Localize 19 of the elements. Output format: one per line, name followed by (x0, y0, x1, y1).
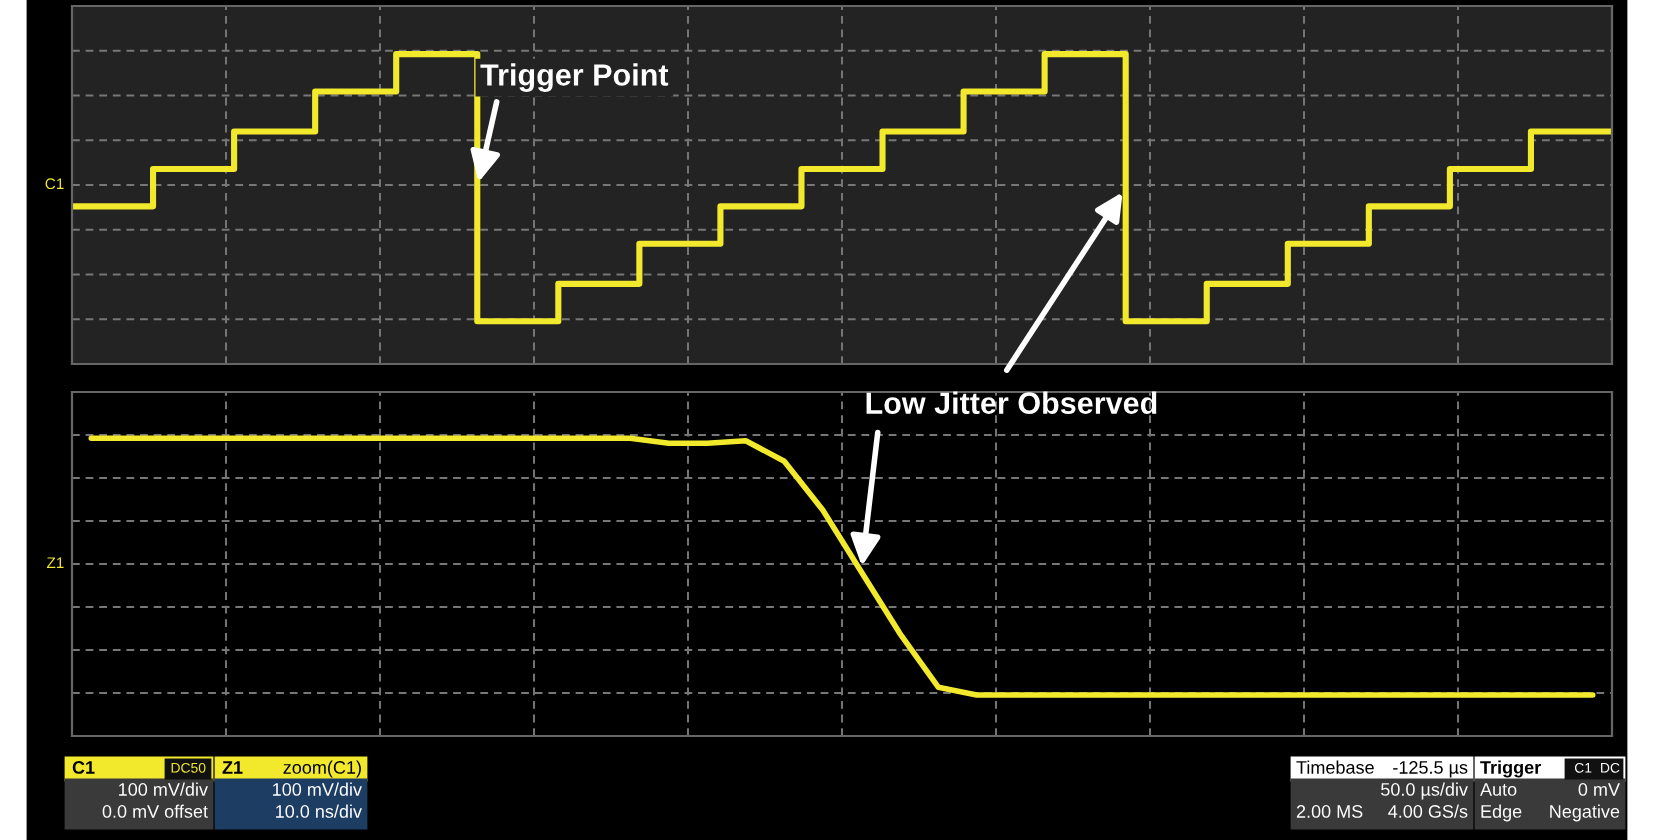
text: Trigger (1480, 760, 1541, 778)
text: Negative (1550, 804, 1620, 822)
text: Auto (1480, 783, 1517, 796)
text: 0.0 mV offset (102, 804, 208, 818)
text: Timebase (1296, 760, 1374, 774)
annotation: Trigger Point (480, 63, 669, 92)
text: C1 (72, 761, 95, 774)
text: 100 mV/div (273, 782, 362, 796)
text: 100 mV/div (119, 782, 208, 796)
text: -125.5 µs (1393, 761, 1468, 778)
text: 0 mV (1578, 783, 1620, 796)
text: Z1 (222, 761, 243, 774)
text: 50.0 µs/div (1381, 782, 1468, 800)
text: 4.00 GS/s (1388, 804, 1468, 818)
text: 10.0 ns/div (276, 804, 362, 818)
text: zoom(C1) (283, 760, 361, 778)
text: 2.00 MS (1296, 805, 1363, 818)
text: Low Jitter Observed (866, 391, 1157, 414)
text: Edge (1481, 804, 1522, 822)
